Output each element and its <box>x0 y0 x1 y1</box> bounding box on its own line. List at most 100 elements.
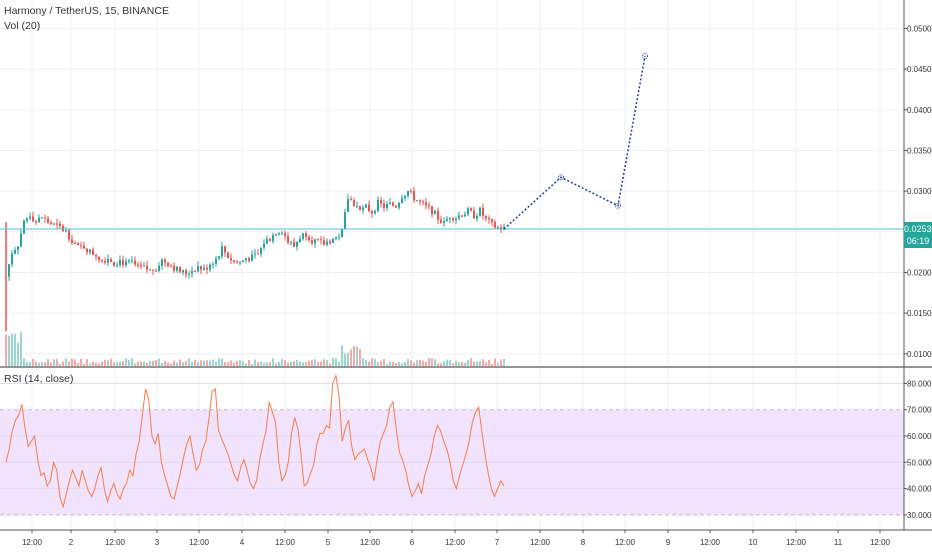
volume-bar <box>257 362 259 366</box>
candle-body <box>182 269 184 273</box>
candle-body <box>170 265 172 267</box>
candle-body <box>74 242 76 244</box>
volume-bar <box>107 360 109 366</box>
candle-body <box>194 270 196 272</box>
rsi-legend[interactable]: RSI (14, close) <box>4 373 74 385</box>
volume-bar <box>158 358 160 366</box>
candle-body <box>257 253 259 255</box>
rsi-tick-label: 70.0000 <box>907 406 932 415</box>
time-tick-label: 5 <box>326 538 331 547</box>
time-tick-label: 12:00 <box>105 538 126 547</box>
candle-body <box>266 239 268 244</box>
volume-bar <box>278 362 280 366</box>
volume-bar <box>164 360 166 366</box>
candle-body <box>38 217 40 223</box>
candle-body <box>8 264 10 277</box>
volume-bar <box>134 363 136 366</box>
candle-body <box>59 223 61 226</box>
candle-body <box>410 191 412 193</box>
volume-bar <box>272 358 274 366</box>
candle-body <box>218 256 220 259</box>
candle-body <box>425 202 427 206</box>
symbol-legend[interactable]: Harmony / TetherUS, 15, BINANCE <box>4 5 169 17</box>
volume-bar <box>296 359 298 366</box>
candle-body <box>290 241 292 243</box>
volume-bar <box>206 360 208 366</box>
volume-bar <box>407 358 409 366</box>
volume-bar <box>362 358 364 366</box>
volume-bar <box>101 361 103 366</box>
candle-body <box>464 214 466 217</box>
volume-bar <box>83 363 85 366</box>
volume-bar <box>275 363 277 366</box>
volume-bar <box>461 361 463 366</box>
volume-bar <box>236 360 238 366</box>
volume-bar <box>209 360 211 366</box>
volume-bar <box>146 363 148 366</box>
volume-bar <box>374 359 376 366</box>
volume-bar <box>137 361 139 366</box>
volume-bar <box>479 360 481 366</box>
volume-bar <box>458 362 460 366</box>
time-tick-label: 7 <box>495 538 500 547</box>
candle-body <box>206 267 208 270</box>
volume-bar <box>50 362 52 366</box>
volume-bar <box>338 361 340 366</box>
candle-body <box>29 216 31 219</box>
candle-body <box>350 199 352 201</box>
volume-bar <box>281 359 283 366</box>
volume-bar <box>26 362 28 366</box>
volume-bar <box>434 359 436 366</box>
time-tick-label: 12:00 <box>275 538 296 547</box>
projection-node <box>558 174 564 181</box>
candle-body <box>221 246 223 257</box>
volume-bar <box>242 361 244 366</box>
candle-body <box>392 202 394 206</box>
time-tick-label: 12:00 <box>615 538 636 547</box>
candle-body <box>386 203 388 209</box>
volume-bar <box>197 361 199 366</box>
volume-bar <box>470 358 472 366</box>
volume-bar <box>116 361 118 366</box>
volume-bar <box>302 362 304 366</box>
time-tick-label: 6 <box>410 538 415 547</box>
volume-bar <box>293 361 295 366</box>
volume-bar <box>455 360 457 366</box>
countdown-tag: 06:19 <box>904 234 932 248</box>
volume-bar <box>170 363 172 366</box>
volume-bar <box>467 360 469 366</box>
candle-body <box>443 221 445 223</box>
candle-body <box>32 216 34 222</box>
candle-body <box>11 253 13 265</box>
candle-body <box>239 262 241 264</box>
candle-body <box>155 270 157 272</box>
candle-body <box>473 210 475 219</box>
candle-body <box>209 264 211 270</box>
volume-bar <box>419 359 421 366</box>
volume-legend[interactable]: Vol (20) <box>4 20 41 32</box>
candle-body <box>362 207 364 210</box>
candle-body <box>149 269 151 271</box>
candle-body <box>428 205 430 207</box>
volume-bar <box>218 358 220 366</box>
volume-bar <box>98 363 100 366</box>
rsi-line <box>5 373 505 509</box>
candle-body <box>245 258 247 261</box>
volume-bar <box>110 358 112 366</box>
candle-body <box>164 259 166 263</box>
volume-bar <box>326 360 328 366</box>
candle-body <box>86 248 88 253</box>
candle-body <box>20 233 22 247</box>
candle-body <box>185 269 187 275</box>
candle-body <box>452 218 454 220</box>
candle-body <box>422 201 424 203</box>
volume-bar <box>308 360 310 366</box>
candle-body <box>320 239 322 241</box>
candle-body <box>311 240 313 244</box>
candle-body <box>263 243 265 248</box>
candle-body <box>281 233 283 235</box>
candle-body <box>251 254 253 261</box>
